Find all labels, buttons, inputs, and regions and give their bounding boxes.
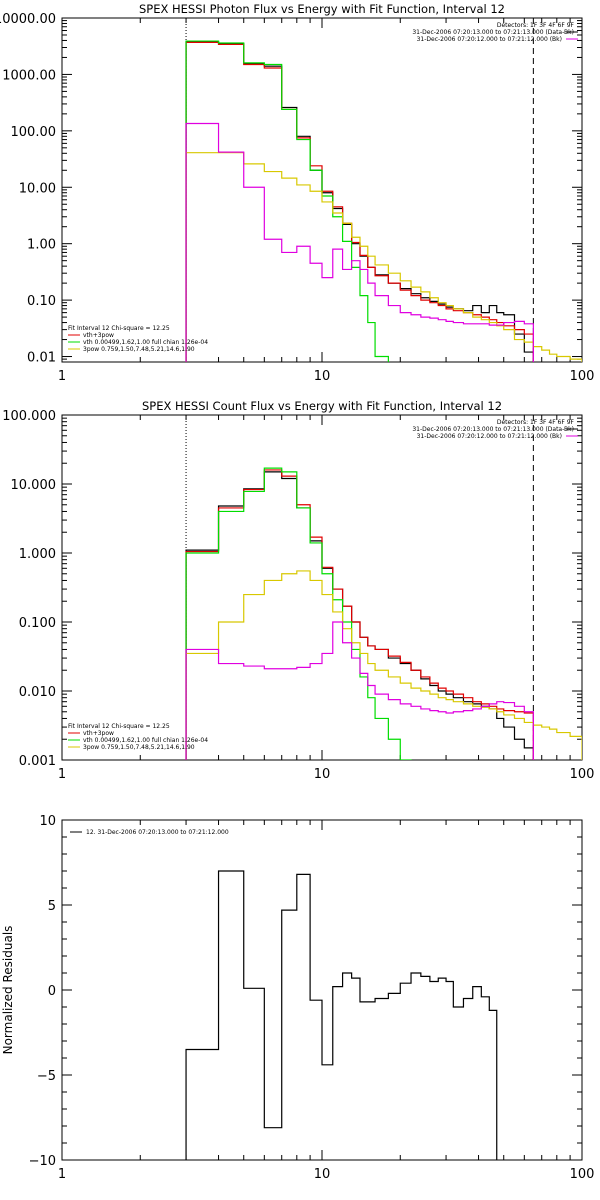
series-line-1 [185,41,534,362]
chart-title: SPEX HESSI Count Flux vs Energy with Fit… [142,399,502,413]
y-tick-label: 0.01 [27,351,56,366]
y-tick-label: 0 [48,984,56,999]
legend-top-right-text: Detectors: 1F 3F 4F 6F 9F [497,22,575,29]
y-tick-label: 100.00 [11,125,57,140]
y-tick-label: 10000.00 [0,12,56,27]
legend-top-right-text: Detectors: 1F 3F 4F 6F 9F [497,419,575,426]
x-tick-label: 100 [570,369,595,384]
legend-bottom-left-text: 3pow 0.759,1.50,7.48,5.21,14.6,1.90 [83,744,195,751]
series-line-4 [185,570,582,760]
chart-panel-3: 1 10 100 10 5 0 −5 −10 Normalized Residuals 12. 3… [1,814,594,1182]
series-line-4 [185,152,582,362]
y-tick-label: 10 [39,814,56,829]
x-tick-label: 1 [58,369,66,384]
y-tick-label: 1000.00 [2,68,56,83]
legend-text: 12. 31-Dec-2006 07:20:13.000 to 07:21:12… [86,829,229,836]
series-group [185,870,498,1160]
series-line-1 [185,471,534,760]
y-tick-label: 5 [48,899,56,914]
legend-top-right-text: 31-Dec-2006 07:20:13.000 to 07:21:13.000… [412,29,574,36]
y-tick-label: 0.100 [19,616,56,631]
legend-bottom-left-text: 3pow 0.759,1.50,7.48,5.21,14.6,1.90 [83,346,195,353]
series-line-3 [185,40,401,362]
y-axis-label: Normalized Residuals [1,926,15,1055]
y-tick-label: 0.001 [19,754,56,769]
series-line-5 [185,122,534,362]
x-tick-label: 10 [314,767,331,782]
y-tick-label: 100.000 [2,409,56,424]
x-tick-label: 10 [314,369,331,384]
x-tick-label: 10 [314,1167,331,1182]
legend-top-right-text: 31-Dec-2006 07:20:12.000 to 07:21:12.000… [417,433,562,440]
y-tick-label: 1.000 [19,547,56,562]
x-tick-label: 100 [570,767,595,782]
legend-bottom-left-text: vth 0.00499,1.62,1.00 full chian 1.26e-0… [83,737,208,744]
legend-top-right-text: 31-Dec-2006 07:20:13.000 to 07:21:13.000… [412,426,574,433]
y-tick-label: 10.00 [19,181,56,196]
legend-bottom-left-text: vth+3pow [83,730,114,737]
y-tick-label: 0.010 [19,685,56,700]
y-tick-label: 0.10 [27,294,56,309]
series-group [185,40,582,362]
x-tick-label: 1 [58,767,66,782]
series-line-2 [185,469,534,760]
series-line-2 [185,41,534,362]
chart-panel-2: SPEX HESSI Count Flux vs Energy with Fit… [2,399,594,782]
y-tick-label: 1.00 [27,238,56,253]
x-tick-label: 100 [570,1167,595,1182]
series-group [185,467,582,760]
legend-bottom-left-text: Fit Interval 12 Chi-square = 12.25 [68,325,170,332]
legend-bottom-left-text: Fit Interval 12 Chi-square = 12.25 [68,723,170,730]
series-line-1 [185,870,498,1160]
x-tick-label: 1 [58,1167,66,1182]
plot-frame [61,819,583,1161]
series-line-5 [185,621,534,760]
y-tick-label: −5 [37,1069,56,1084]
legend-bottom-left-text: vth+3pow [83,332,114,339]
y-tick-label: 10.000 [11,478,57,493]
legend-top-right-text: 31-Dec-2006 07:20:12.000 to 07:21:12.000… [417,36,562,43]
y-tick-label: −10 [29,1154,56,1169]
chart-panel-1: SPEX HESSI Photon Flux vs Energy with Fi… [0,2,595,384]
legend-bottom-left-text: vth 0.00499,1.62,1.00 full chian 1.26e-0… [83,339,208,346]
series-line-3 [185,467,422,760]
chart-title: SPEX HESSI Photon Flux vs Energy with Fi… [139,2,505,16]
